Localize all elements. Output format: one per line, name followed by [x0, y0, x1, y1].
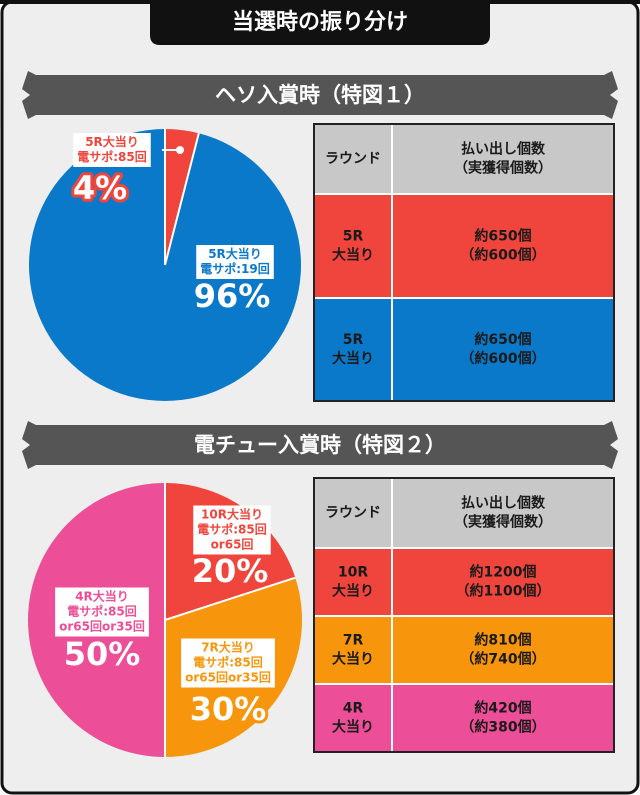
cell-text: 大当り [332, 350, 374, 367]
cell-text: 払い出し個数 [461, 495, 546, 512]
table-header [314, 478, 614, 548]
slice-label-line: or65回 [211, 538, 254, 552]
percent-label: 30% [190, 690, 267, 728]
cell-text: （約380個） [460, 719, 545, 736]
cell-text: 5R [343, 332, 364, 348]
slice-label-line: 電サポ:19回 [200, 261, 270, 276]
table-row [314, 548, 614, 616]
slice-label-line: 5R大当り [208, 246, 262, 261]
cell-text: （約740個） [460, 651, 545, 668]
cell-text: 10R [338, 565, 368, 581]
slice-label-line: 10R大当り [201, 507, 263, 522]
label-box [73, 133, 151, 167]
slice-divider [164, 576, 296, 621]
pointer-dot [176, 146, 184, 154]
table-row [314, 194, 614, 298]
cell-text: （約600個） [460, 350, 545, 367]
slice-label-line: 電サポ:85回 [197, 522, 267, 537]
percent-label: 4% [73, 169, 127, 207]
slice-divider [164, 133, 200, 266]
cell-text: 7R [343, 633, 364, 649]
cell-text: （実獲得個数） [454, 514, 552, 531]
page-title: 当選時の振り分け [232, 10, 408, 35]
slice-label-line: 4R大当り [75, 589, 129, 604]
cell-text: ラウンド [325, 505, 381, 521]
title-tab [150, 0, 490, 45]
table-border [313, 123, 615, 402]
slice-label-line: 電サポ:85回 [193, 655, 263, 670]
label-box [181, 638, 275, 688]
cell-text: 約1200個 [470, 564, 537, 581]
cell-text: 大当り [332, 719, 374, 736]
cell-text: 約650個 [474, 228, 531, 245]
table-row [314, 684, 614, 752]
cell-text: 約420個 [474, 700, 531, 717]
slice-label-line: or65回or35回 [185, 671, 271, 685]
section-title: 電チュー入賞時（特図２） [194, 433, 446, 457]
label-box [196, 245, 274, 279]
table-row [314, 298, 614, 401]
table-header [314, 124, 614, 194]
label-box [193, 505, 271, 555]
slice-label-line: 5R大当り [85, 134, 139, 149]
cell-text: （約1100個） [456, 583, 551, 600]
section-title: ヘソ入賞時（特図１） [215, 83, 425, 107]
cell-text: 大当り [332, 583, 374, 600]
cell-text: 4R [343, 701, 364, 717]
cell-text: 5R [343, 229, 364, 245]
cell-text: （約600個） [460, 247, 545, 264]
table-border [313, 477, 615, 753]
percent-label: 20% [192, 552, 269, 590]
label-box [55, 587, 149, 637]
section-banner [22, 71, 618, 119]
table-row [314, 616, 614, 684]
slice-label-line: 電サポ:85回 [77, 149, 147, 164]
cell-text: 払い出し個数 [461, 141, 546, 158]
cell-text: 約810個 [474, 632, 531, 649]
cell-text: 大当り [332, 651, 374, 668]
cell-text: （実獲得個数） [454, 160, 552, 177]
cell-text: 約650個 [474, 331, 531, 348]
section-banner [22, 421, 618, 469]
slice-label-line: or65回or35回 [59, 620, 145, 634]
percent-label: 96% [194, 277, 271, 315]
cell-text: ラウンド [325, 151, 381, 167]
top-edge [0, 0, 640, 4]
slice-label-line: 7R大当り [201, 640, 255, 655]
percent-label: 50% [64, 635, 141, 673]
slice-label-line: 電サポ:85回 [67, 604, 137, 619]
cell-text: 大当り [332, 247, 374, 264]
